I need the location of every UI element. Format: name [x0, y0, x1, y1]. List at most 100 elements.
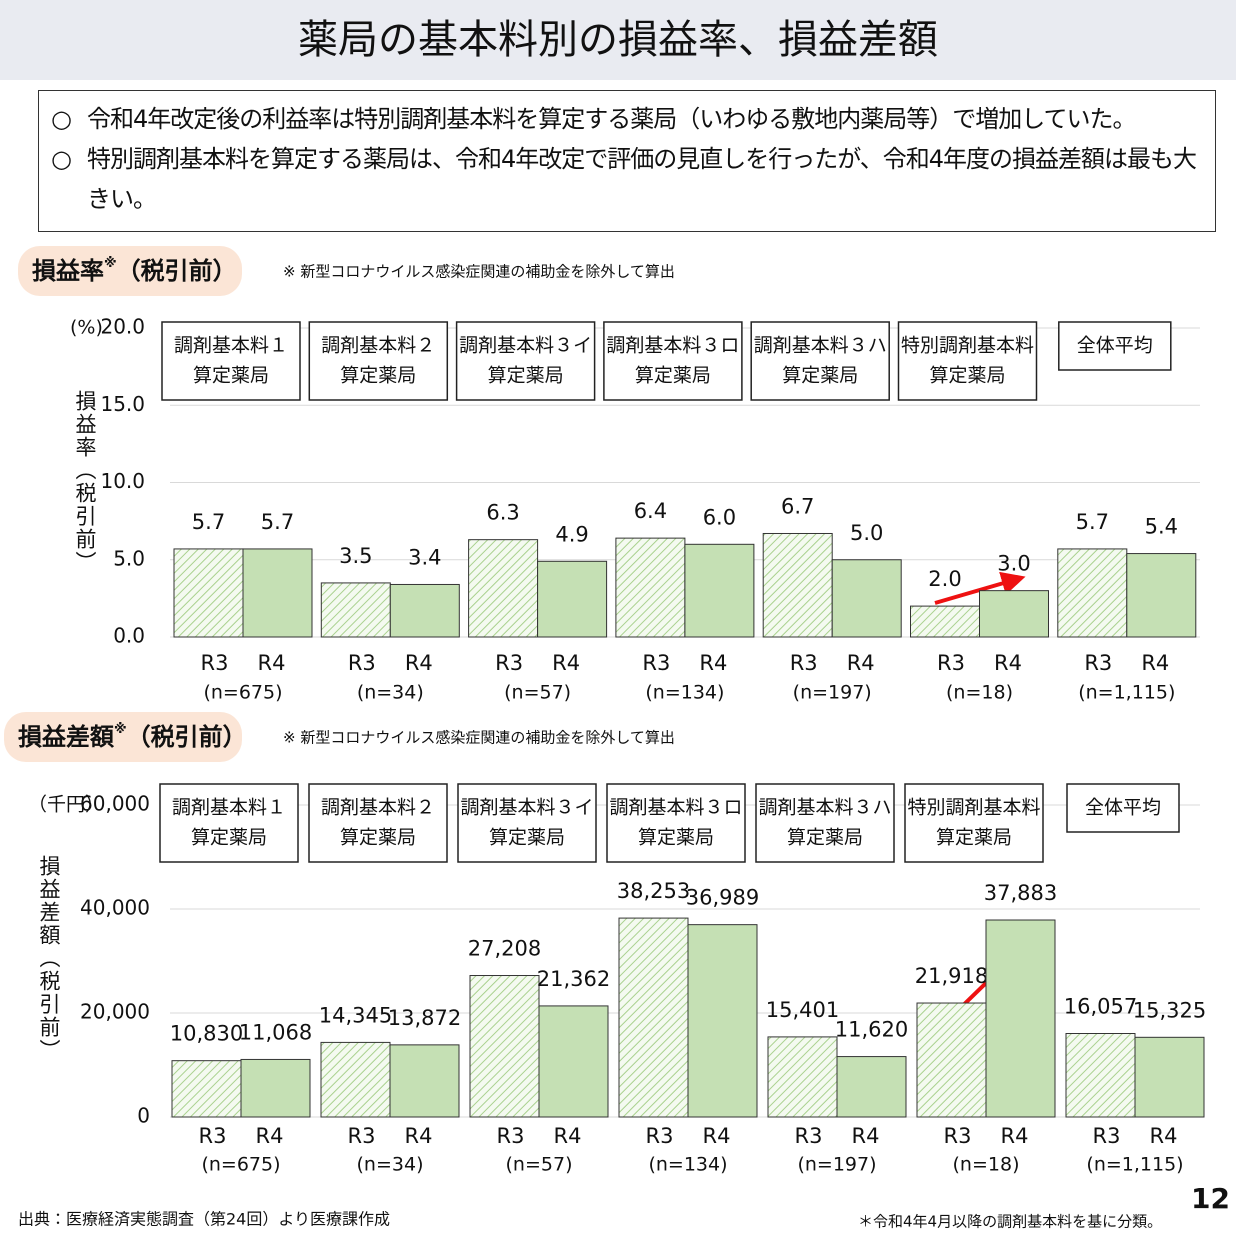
value-label: 5.7 [1076, 510, 1109, 534]
category-box [904, 783, 1044, 863]
category-label: 調剤基本料３ロ [606, 335, 739, 357]
bar-category-label: R3 [646, 1124, 674, 1148]
value-label: 21,362 [537, 967, 610, 991]
bar-category-label: R4 [1141, 651, 1169, 675]
bar [468, 539, 539, 638]
value-label: 3.4 [408, 545, 441, 569]
category-label: 算定薬局 [936, 827, 1012, 849]
title-main: 損益率 [32, 257, 104, 285]
category-label: 調剤基本料１ [174, 335, 288, 357]
value-label: 3.0 [997, 552, 1030, 576]
bar [173, 548, 244, 638]
category-label: 調剤基本料３イ [460, 797, 593, 819]
y-axis-label: 損益率（税引前） [73, 390, 97, 574]
category-box [161, 321, 301, 401]
bar [1065, 1033, 1136, 1118]
category-box [457, 783, 597, 863]
sample-size: (n=197) [797, 1154, 876, 1176]
sample-size: (n=197) [793, 682, 872, 704]
bar [537, 560, 608, 638]
value-label: 2.0 [928, 567, 961, 591]
category-label: 算定薬局 [635, 365, 711, 387]
bar [1134, 1036, 1205, 1118]
bar-category-label: R3 [1084, 651, 1112, 675]
category-box [606, 783, 746, 863]
bar [687, 924, 758, 1118]
category-box [1066, 783, 1180, 833]
chart-title: 損益率※（税引前） [32, 256, 237, 286]
bar [831, 559, 902, 638]
value-label: 6.7 [781, 494, 814, 518]
sample-size: (n=1,115) [1086, 1154, 1183, 1176]
bar-category-label: R3 [201, 651, 229, 675]
bar [389, 1044, 460, 1118]
bar [910, 605, 980, 638]
bar-category-label: R4 [256, 1124, 284, 1148]
bullet-text: 令和4年改定後の利益率は特別調剤基本料を算定する薬局（いわゆる敷地内薬局等）で増… [87, 105, 1137, 133]
y-tick-label: 0.0 [113, 624, 145, 648]
y-tick-label: 15.0 [100, 392, 145, 416]
bar [320, 582, 391, 638]
sample-size: (n=134) [645, 682, 724, 704]
bar [389, 583, 460, 638]
value-label: 15,401 [766, 998, 839, 1022]
chart-note: ※ 新型コロナウイルス感染症関連の補助金を除外して算出 [283, 263, 675, 281]
y-tick-label: 60,000 [80, 792, 150, 816]
category-label: 算定薬局 [193, 365, 269, 387]
y-tick-label: 0 [137, 1104, 150, 1128]
summary-box: ○ 令和4年改定後の利益率は特別調剤基本料を算定する薬局（いわゆる敷地内薬局等）で… [38, 90, 1216, 232]
value-label: 15,325 [1133, 998, 1206, 1022]
bullet: ○ 令和4年改定後の利益率は特別調剤基本料を算定する薬局（いわゆる敷地内薬局等）で… [51, 99, 1203, 139]
category-box [750, 321, 890, 401]
value-label: 6.0 [703, 505, 736, 529]
bar [684, 543, 755, 638]
bar-category-label: R4 [703, 1124, 731, 1148]
category-label: 算定薬局 [638, 827, 714, 849]
bullet-text: 特別調剤基本料を算定する薬局は、令和4年改定で評価の見直しを行ったが、令和4年度… [87, 145, 1197, 213]
bar [320, 1041, 391, 1118]
sample-size: (n=675) [203, 682, 282, 704]
bar-category-label: R3 [937, 651, 965, 675]
bar-category-label: R4 [405, 1124, 433, 1148]
bar [469, 975, 540, 1118]
bar-category-label: R4 [847, 651, 875, 675]
category-label: 算定薬局 [488, 365, 564, 387]
bar [538, 1005, 609, 1118]
category-box [897, 321, 1038, 401]
value-label: 6.3 [486, 501, 519, 525]
bar-category-label: R4 [554, 1124, 582, 1148]
category-label: 調剤基本料３イ [459, 335, 592, 357]
value-label: 3.5 [339, 544, 372, 568]
bar [615, 537, 686, 638]
bar [171, 1060, 242, 1118]
bar [979, 590, 1049, 638]
category-label: 特別調剤基本料 [901, 335, 1034, 357]
title-main: 損益差額 [18, 723, 115, 751]
bullet: ○ 特別調剤基本料を算定する薬局は、令和4年改定で評価の見直しを行ったが、令和4年… [51, 139, 1203, 219]
bullet-marker: ○ [51, 145, 72, 173]
category-box [308, 321, 449, 401]
y-unit: (%) [70, 317, 103, 339]
sample-size: (n=1,115) [1078, 682, 1175, 704]
bar [836, 1056, 907, 1118]
category-label: 調剤基本料１ [172, 797, 286, 819]
category-box [755, 783, 895, 863]
category-label: 算定薬局 [191, 827, 267, 849]
value-label: 14,345 [319, 1003, 392, 1027]
value-label: 5.7 [192, 510, 225, 534]
value-label: 4.9 [555, 522, 588, 546]
bar [240, 1058, 311, 1118]
value-label: 38,253 [617, 879, 690, 903]
category-label: 算定薬局 [489, 827, 565, 849]
sample-size: (n=34) [357, 682, 424, 704]
category-label: 全体平均 [1077, 335, 1153, 357]
arrow [934, 571, 1026, 605]
sample-size: (n=57) [506, 1154, 573, 1176]
bar [916, 1002, 987, 1118]
bar-category-label: R4 [994, 651, 1022, 675]
y-tick-label: 40,000 [80, 896, 150, 920]
bar-category-label: R3 [790, 651, 818, 675]
bar-category-label: R4 [1001, 1124, 1029, 1148]
